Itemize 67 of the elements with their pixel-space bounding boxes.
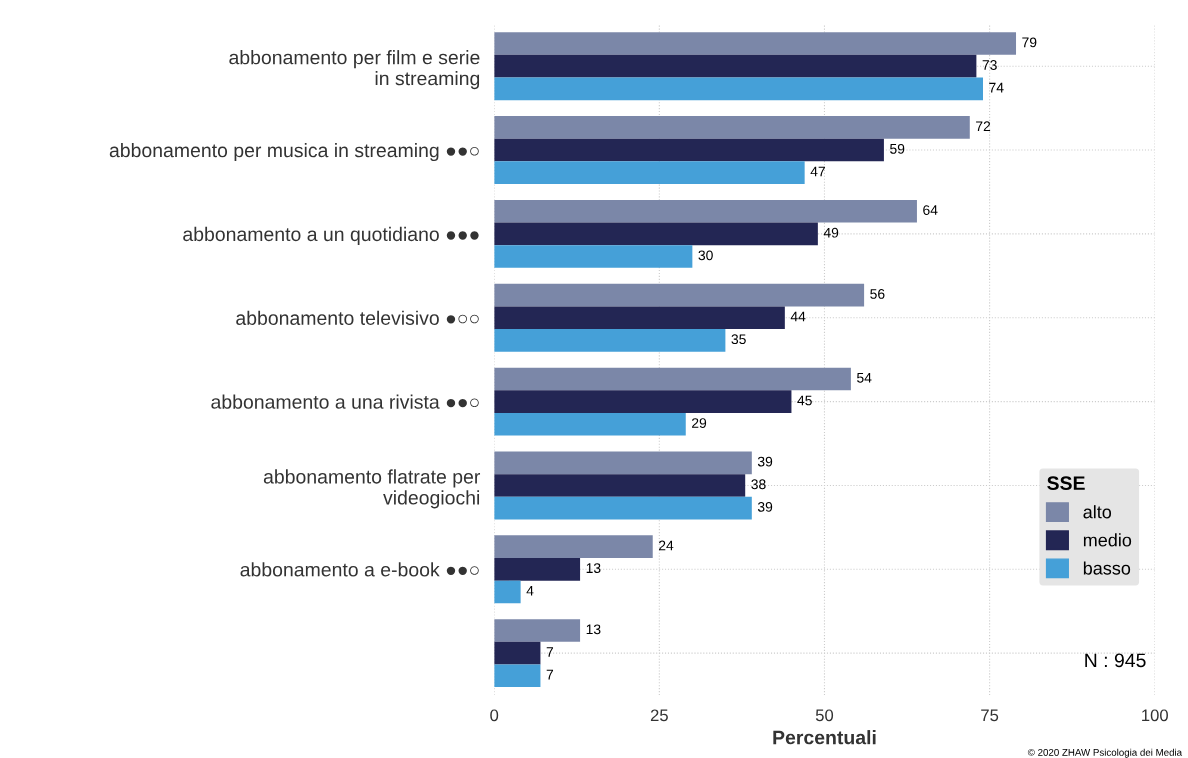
bar (494, 329, 726, 352)
bar (494, 199, 917, 223)
data-label: 74 (989, 82, 1004, 93)
data-label: 13 (586, 624, 601, 635)
data-label: 72 (976, 121, 991, 131)
bar (494, 161, 805, 184)
bar (494, 367, 851, 391)
data-label: 45 (797, 395, 812, 406)
bar (494, 664, 541, 688)
data-label: 44 (790, 311, 806, 322)
bar (494, 116, 970, 139)
bar (494, 222, 818, 246)
x-tick-label: 75 (981, 709, 999, 722)
bar (494, 306, 785, 330)
bar (494, 283, 865, 307)
bar (494, 451, 752, 475)
data-label: 79 (1022, 37, 1037, 48)
data-label: 64 (923, 205, 938, 215)
bar (494, 32, 1017, 55)
y-tick-label: abbonamento flatrate per videogiochi (263, 469, 481, 509)
data-label: 7 (546, 669, 554, 680)
legend-label: medio (1083, 533, 1132, 547)
data-label: 49 (823, 227, 839, 238)
data-label: 39 (757, 456, 773, 467)
x-tick-label: 25 (650, 709, 668, 722)
bar (494, 77, 983, 101)
annotation: N : 945 (1085, 653, 1146, 668)
data-label: 13 (586, 563, 601, 574)
bar (494, 557, 581, 581)
legend-title: SSE (1047, 476, 1085, 490)
data-label: 54 (857, 372, 872, 383)
x-tick-label: 100 (1142, 709, 1168, 722)
bar (494, 619, 581, 642)
bar (494, 535, 653, 558)
data-label: 39 (757, 501, 773, 512)
bar (494, 138, 884, 162)
x-axis-title: Percentuali (773, 730, 876, 745)
text: © 2020 ZHAW Psicologia dei Media (1027, 748, 1183, 758)
y-tick-label: abbonamento a una rivista ●●○ (211, 394, 479, 409)
y-tick-label: abbonamento a e-book ●●○ (240, 562, 479, 577)
legend-label: alto (1083, 505, 1112, 519)
x-tick-label: 50 (815, 709, 834, 722)
data-label: 38 (751, 479, 766, 490)
bar (494, 390, 792, 413)
y-tick-label: abbonamento per film e serie in streaming (229, 50, 480, 90)
bar (494, 474, 746, 497)
data-label: 4 (526, 585, 534, 596)
y-tick-label: abbonamento per musica in streaming ●●○ (109, 142, 479, 162)
data-label: 56 (870, 289, 885, 299)
bar (494, 496, 752, 520)
legend-label: basso (1083, 561, 1131, 575)
bar (494, 412, 686, 436)
bar (494, 245, 693, 268)
data-label: 47 (810, 166, 825, 177)
data-label: 30 (698, 250, 713, 261)
data-label: 35 (731, 334, 746, 345)
data-label: 73 (982, 60, 997, 70)
x-tick-label: 0 (490, 709, 499, 722)
data-label: 7 (546, 647, 554, 657)
y-tick-label: abbonamento televisivo ●○○ (236, 310, 479, 325)
y-tick-label: abbonamento a un quotidiano ●●● (183, 226, 479, 245)
data-label: 59 (890, 143, 905, 154)
bar (494, 641, 541, 665)
bar (494, 580, 521, 604)
data-label: 29 (692, 418, 707, 428)
data-label: 24 (658, 540, 674, 551)
bar (494, 54, 977, 78)
